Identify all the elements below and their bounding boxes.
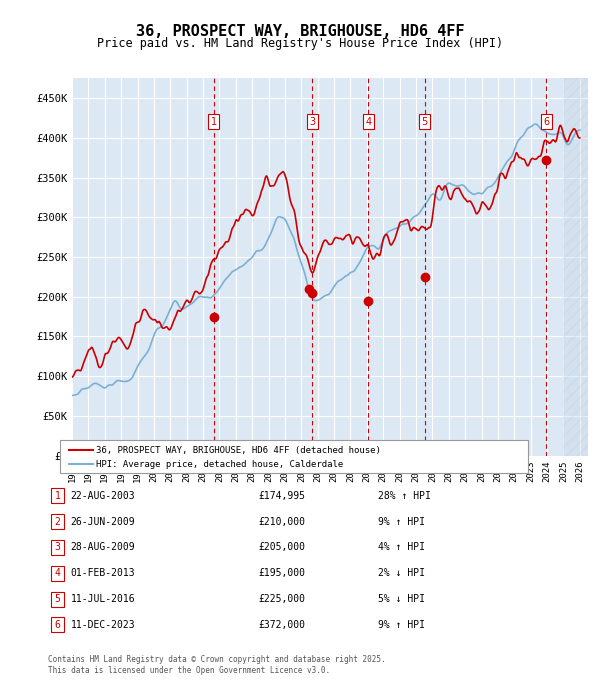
Text: 2% ↓ HPI: 2% ↓ HPI [378,568,425,578]
Text: 28-AUG-2009: 28-AUG-2009 [71,543,136,552]
Text: 5: 5 [422,117,428,127]
Text: 4% ↑ HPI: 4% ↑ HPI [378,543,425,552]
Text: £225,000: £225,000 [258,594,305,604]
Bar [563,78,588,456]
Text: 5: 5 [55,594,61,604]
Text: 01-FEB-2013: 01-FEB-2013 [71,568,136,578]
Text: 6: 6 [55,620,61,630]
Text: 3: 3 [309,117,315,127]
Text: 26-JUN-2009: 26-JUN-2009 [71,517,136,526]
Text: 2: 2 [55,517,61,526]
Text: Price paid vs. HM Land Registry's House Price Index (HPI): Price paid vs. HM Land Registry's House … [97,37,503,50]
Text: £195,000: £195,000 [258,568,305,578]
Text: £372,000: £372,000 [258,620,305,630]
Text: 1: 1 [55,491,61,500]
Text: £205,000: £205,000 [258,543,305,552]
Text: 1: 1 [211,117,217,127]
Text: £174,995: £174,995 [258,491,305,500]
Text: 3: 3 [55,543,61,552]
Text: £210,000: £210,000 [258,517,305,526]
Text: Contains HM Land Registry data © Crown copyright and database right 2025.
This d: Contains HM Land Registry data © Crown c… [48,655,386,675]
Text: 36, PROSPECT WAY, BRIGHOUSE, HD6 4FF (detached house): 36, PROSPECT WAY, BRIGHOUSE, HD6 4FF (de… [96,445,381,455]
Text: HPI: Average price, detached house, Calderdale: HPI: Average price, detached house, Cald… [96,460,343,469]
Text: 6: 6 [543,117,549,127]
Text: 22-AUG-2003: 22-AUG-2003 [71,491,136,500]
Text: 9% ↑ HPI: 9% ↑ HPI [378,620,425,630]
Text: 11-DEC-2023: 11-DEC-2023 [71,620,136,630]
Text: 28% ↑ HPI: 28% ↑ HPI [378,491,431,500]
Text: 4: 4 [55,568,61,578]
Text: 9% ↑ HPI: 9% ↑ HPI [378,517,425,526]
Text: 4: 4 [365,117,371,127]
Text: 36, PROSPECT WAY, BRIGHOUSE, HD6 4FF: 36, PROSPECT WAY, BRIGHOUSE, HD6 4FF [136,24,464,39]
Text: 5% ↓ HPI: 5% ↓ HPI [378,594,425,604]
Text: 11-JUL-2016: 11-JUL-2016 [71,594,136,604]
